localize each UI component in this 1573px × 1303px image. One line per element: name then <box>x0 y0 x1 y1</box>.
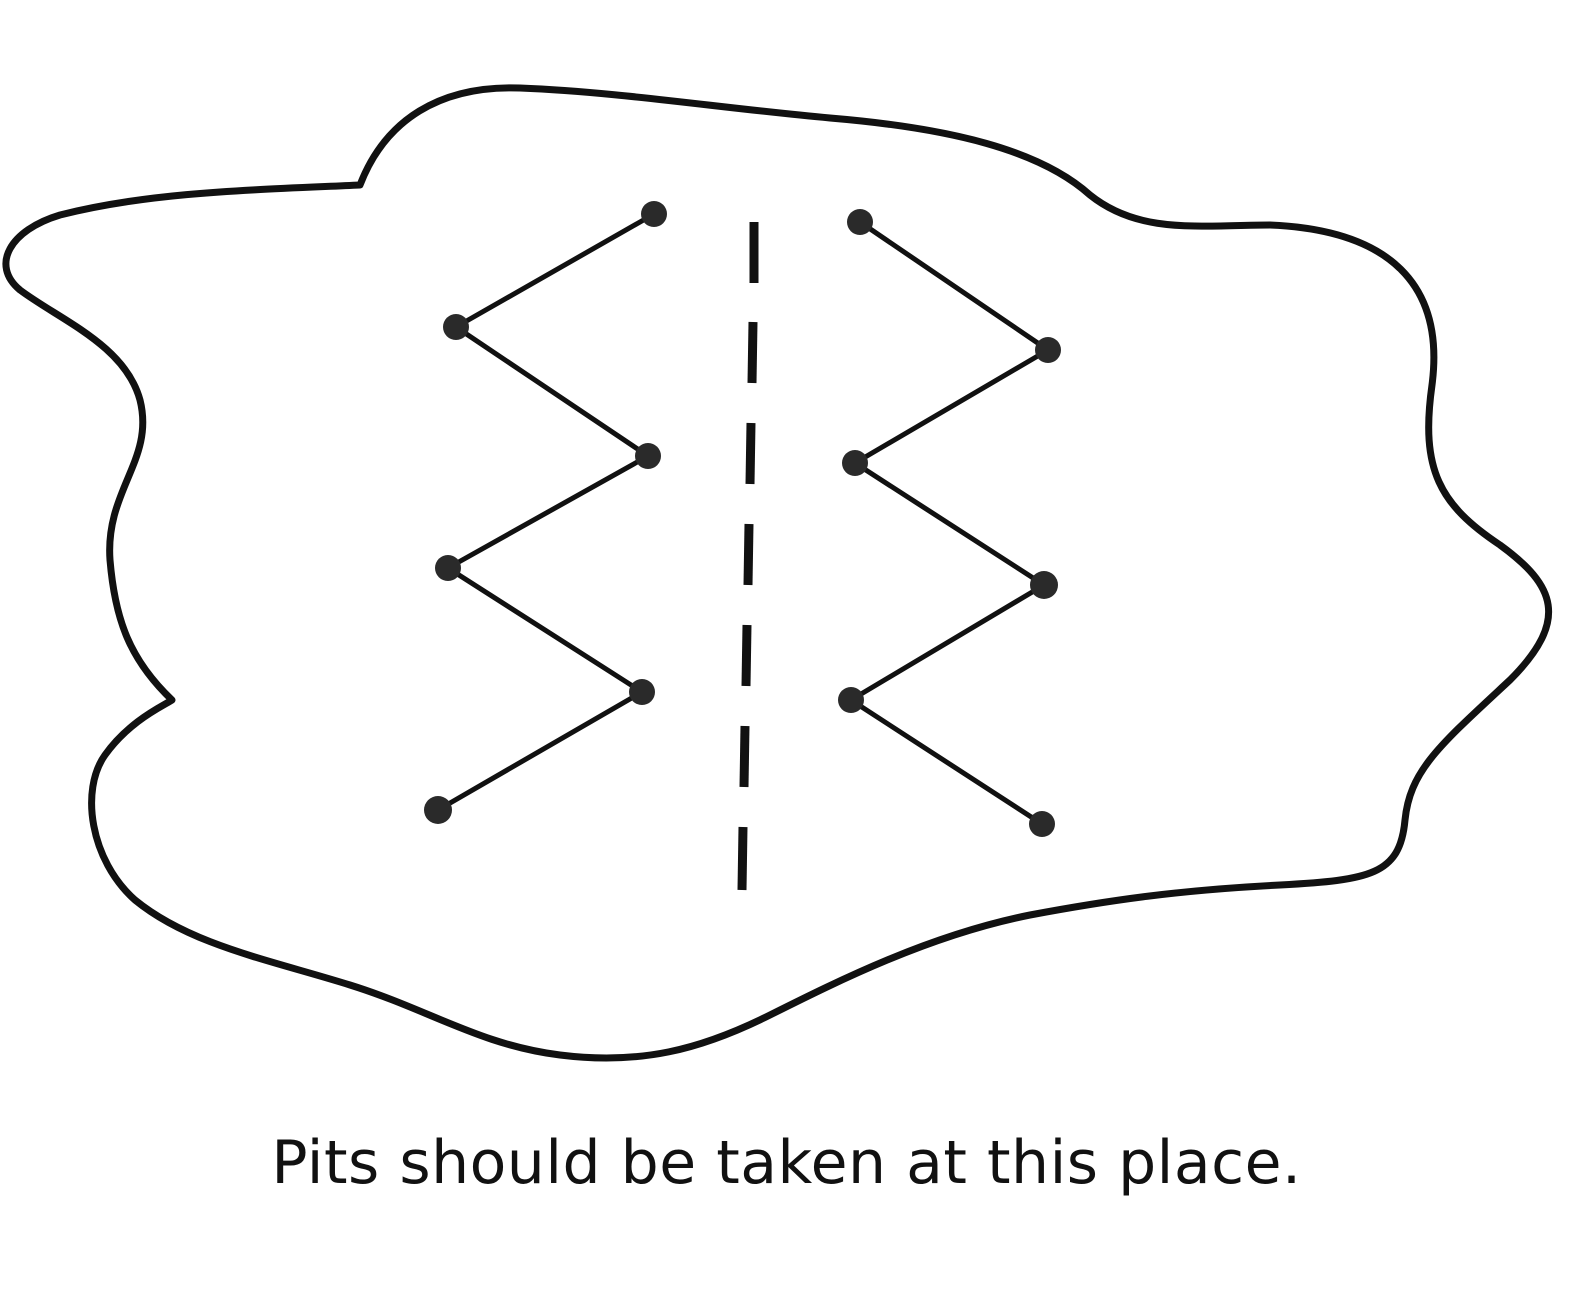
pit-marker <box>424 796 452 824</box>
left-zigzag-line <box>436 211 656 813</box>
pit-marker <box>838 687 864 713</box>
center-dashed-line <box>737 222 759 891</box>
pit-marker <box>443 314 469 340</box>
pit-marker <box>635 443 661 469</box>
pit-marker <box>641 201 667 227</box>
pit-marker <box>1029 811 1055 837</box>
blob-outline <box>2 84 1553 1062</box>
pit-marker <box>629 679 655 705</box>
left-zigzag <box>424 201 667 824</box>
right-zigzag <box>838 209 1061 837</box>
pit-marker <box>1035 337 1061 363</box>
diagram-caption: Pits should be taken at this place. <box>271 1128 1302 1198</box>
pit-marker <box>435 555 461 581</box>
pit-marker <box>847 209 873 235</box>
right-zigzag-line <box>848 219 1051 827</box>
pit-marker <box>842 450 868 476</box>
pit-marker <box>1030 571 1058 599</box>
